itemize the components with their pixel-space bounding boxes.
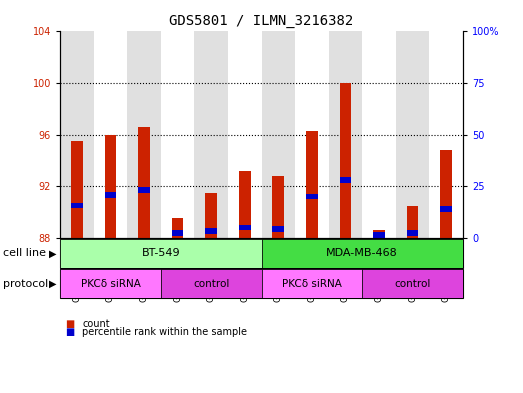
Bar	[172, 219, 184, 238]
Bar	[328, 31, 362, 238]
Bar	[396, 31, 429, 238]
Bar	[306, 131, 317, 238]
Bar	[161, 269, 262, 298]
Bar	[295, 31, 328, 238]
Bar	[407, 206, 418, 238]
Text: ▶: ▶	[49, 248, 56, 258]
Bar	[71, 141, 83, 238]
Bar	[206, 228, 217, 234]
Text: control: control	[394, 279, 431, 288]
Text: control: control	[193, 279, 230, 288]
Bar	[272, 226, 284, 231]
Bar	[138, 187, 150, 193]
Text: ▶: ▶	[49, 279, 56, 288]
Bar	[362, 31, 396, 238]
Bar	[407, 230, 418, 235]
Bar	[373, 232, 385, 238]
Bar	[362, 269, 463, 298]
Bar	[306, 194, 317, 199]
Text: GDS5801 / ILMN_3216382: GDS5801 / ILMN_3216382	[169, 14, 354, 28]
Bar	[339, 177, 351, 183]
Bar	[373, 230, 385, 238]
Text: ■: ■	[65, 319, 75, 329]
Bar	[262, 31, 295, 238]
Bar	[60, 31, 94, 238]
Text: count: count	[82, 319, 110, 329]
Bar	[272, 176, 284, 238]
Bar	[262, 239, 463, 268]
Bar	[94, 31, 127, 238]
Text: protocol: protocol	[3, 279, 48, 288]
Bar	[60, 239, 262, 268]
Text: ■: ■	[65, 327, 75, 337]
Bar	[239, 171, 251, 238]
Bar	[206, 193, 217, 238]
Bar	[161, 31, 195, 238]
Bar	[239, 224, 251, 230]
Bar	[228, 31, 262, 238]
Bar	[440, 206, 452, 212]
Bar	[262, 269, 362, 298]
Bar	[172, 230, 184, 235]
Bar	[138, 127, 150, 238]
Bar	[429, 31, 463, 238]
Bar	[71, 203, 83, 208]
Text: PKCδ siRNA: PKCδ siRNA	[282, 279, 342, 288]
Text: PKCδ siRNA: PKCδ siRNA	[81, 279, 140, 288]
Bar	[195, 31, 228, 238]
Text: percentile rank within the sample: percentile rank within the sample	[82, 327, 247, 337]
Bar	[105, 134, 116, 238]
Text: cell line: cell line	[3, 248, 46, 258]
Text: MDA-MB-468: MDA-MB-468	[326, 248, 398, 258]
Bar	[339, 83, 351, 238]
Bar	[60, 269, 161, 298]
Bar	[105, 192, 116, 198]
Bar	[127, 31, 161, 238]
Bar	[440, 150, 452, 238]
Text: BT-549: BT-549	[142, 248, 180, 258]
